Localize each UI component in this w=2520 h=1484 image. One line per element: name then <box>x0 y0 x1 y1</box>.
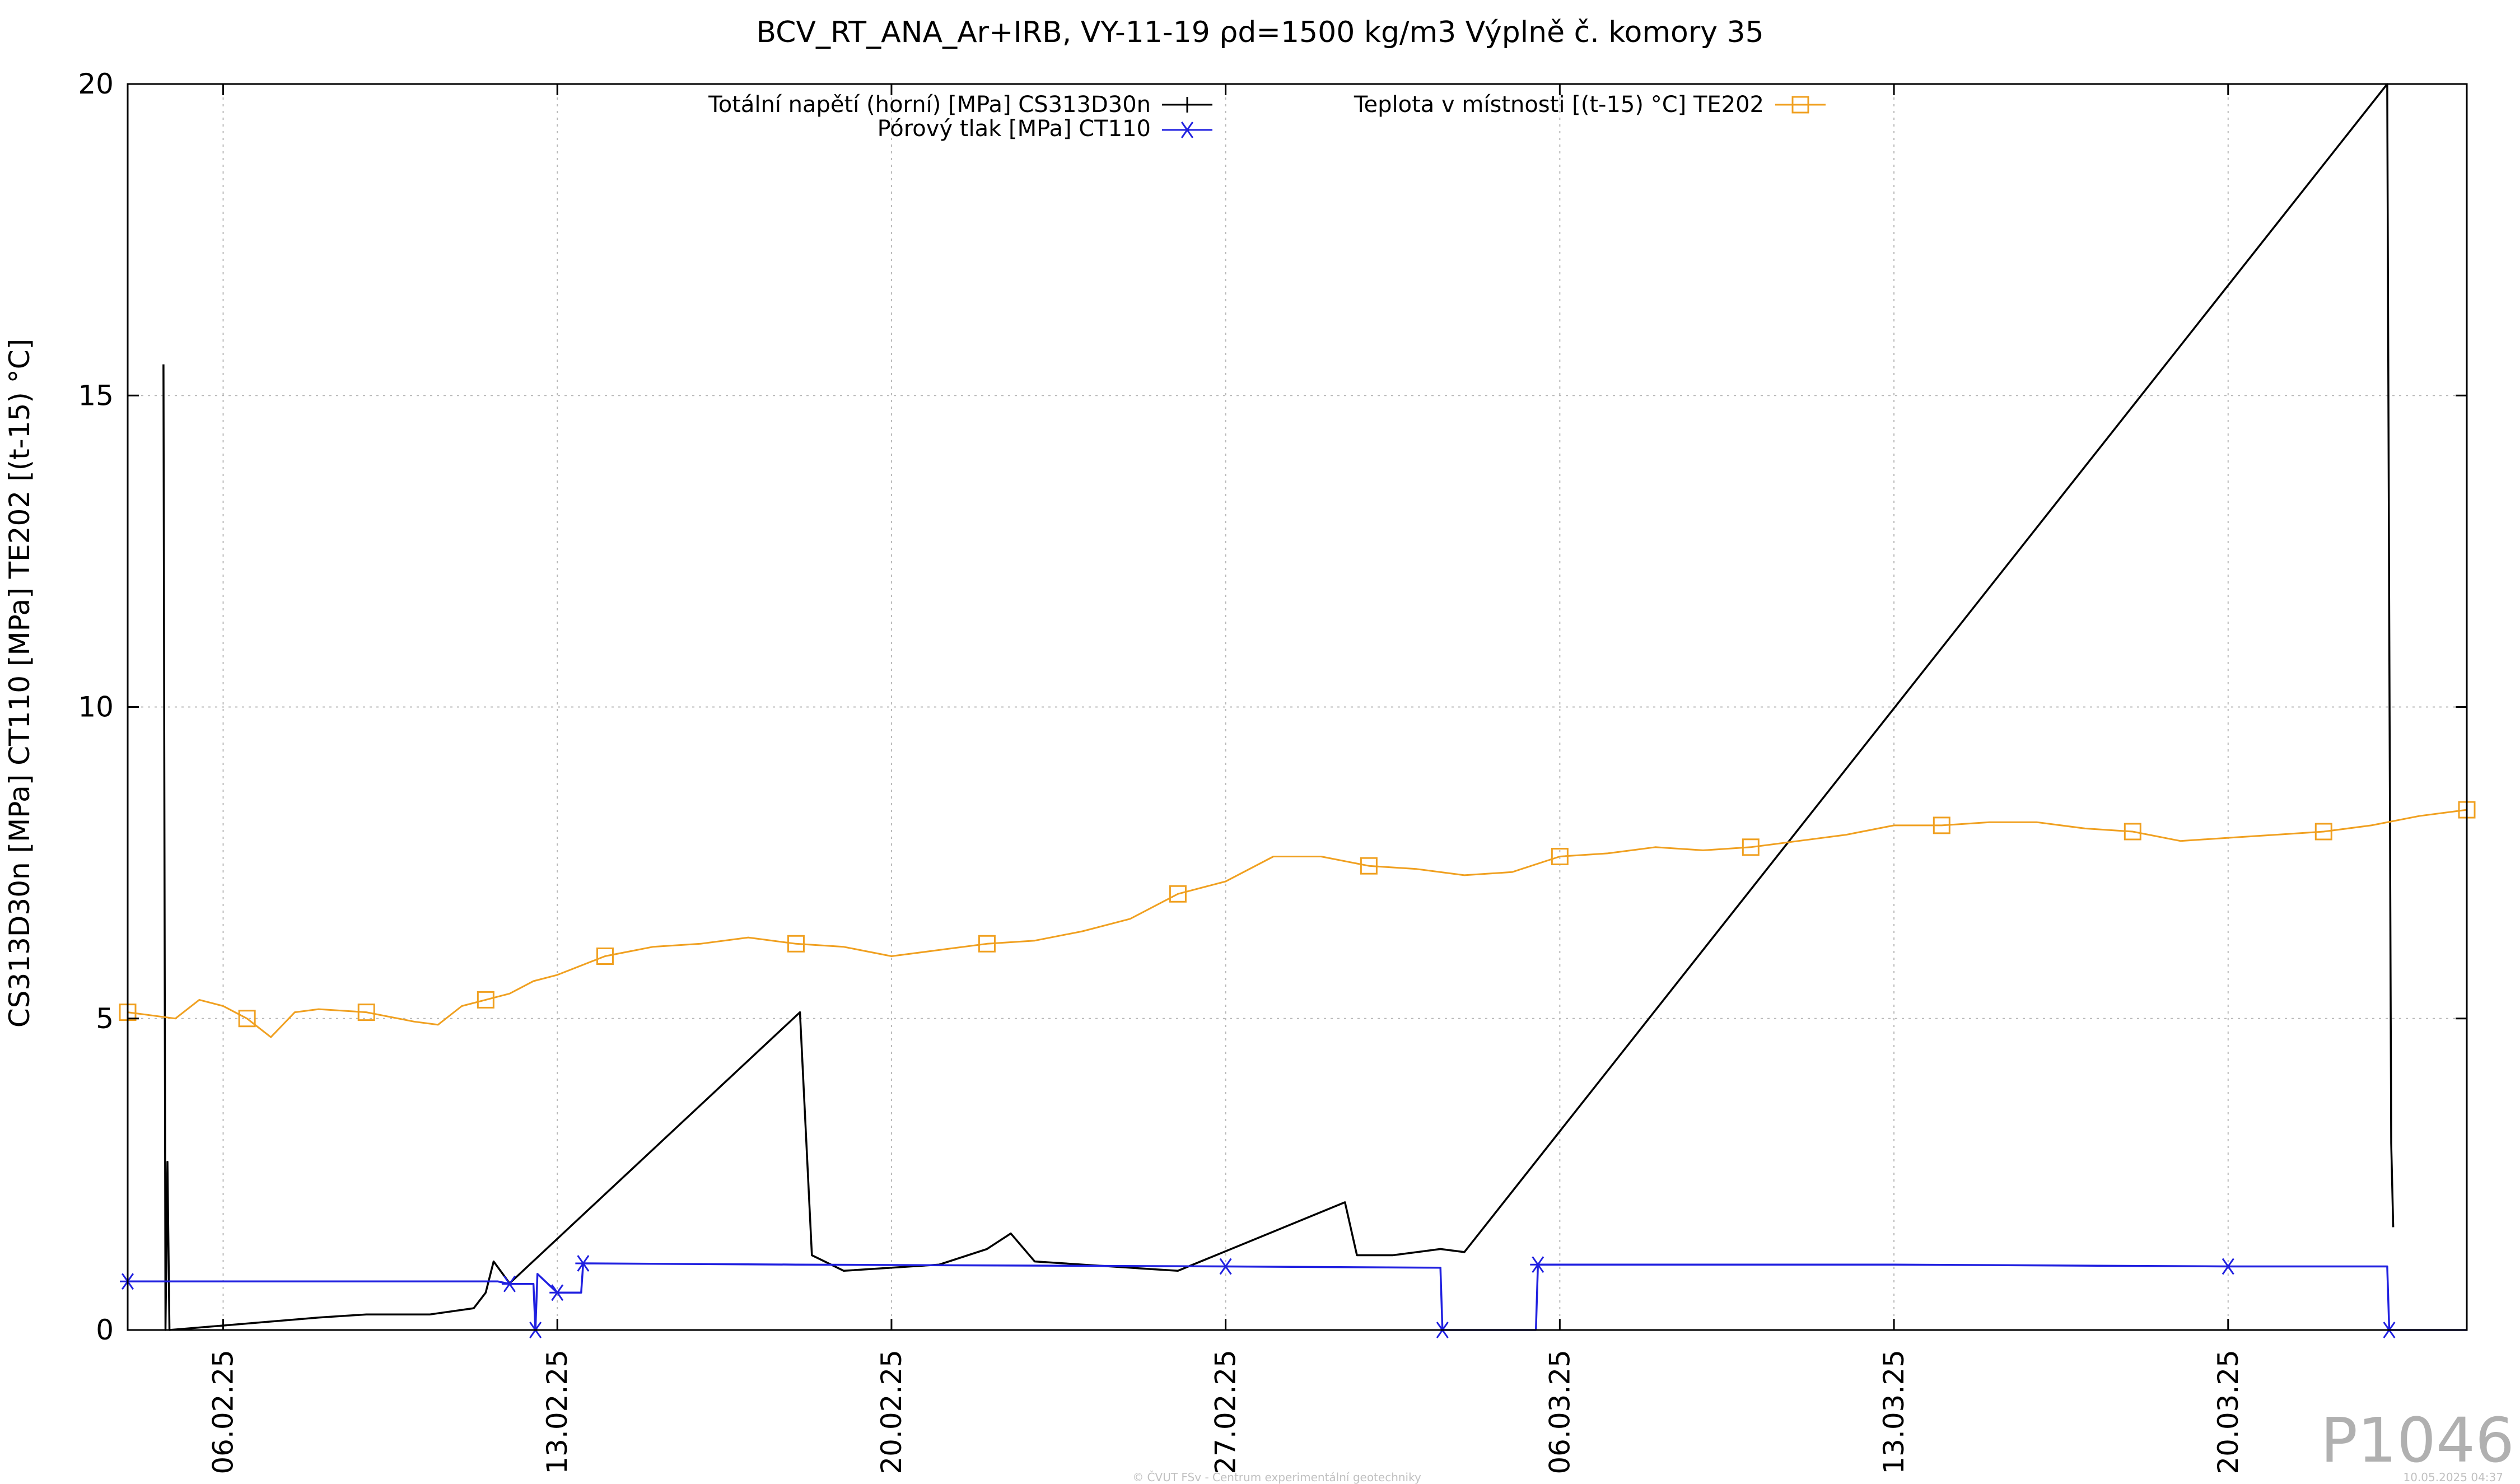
x-tick-label: 20.02.25 <box>875 1350 908 1474</box>
y-tick-label: 10 <box>78 691 114 724</box>
x-tick-label: 20.03.25 <box>2212 1350 2244 1474</box>
data-point-marker <box>1217 1258 1234 1275</box>
y-tick-label: 20 <box>78 68 114 100</box>
marker-stroke <box>1532 1256 1544 1273</box>
x-tick-label: 13.02.25 <box>541 1350 573 1474</box>
axis-ticks: 0 5 10 15 20 06.02.25 13.02.25 20.02.25 27.02.25… <box>78 68 2467 1474</box>
watermark: P1046 <box>2321 1404 2514 1476</box>
footer-timestamp: 10.05.2025 04:37 <box>2403 1471 2503 1484</box>
marker-stroke <box>551 1284 564 1301</box>
data-point-marker <box>2220 1258 2236 1275</box>
marker-stroke <box>2222 1258 2234 1275</box>
y-tick-label: 0 <box>96 1314 114 1346</box>
data-point-marker <box>1360 857 1378 875</box>
series-line <box>128 1262 2467 1331</box>
data-point-marker <box>1551 848 1569 865</box>
data-point-marker <box>2124 823 2141 841</box>
data-point-marker <box>1179 122 1195 138</box>
grid <box>128 84 2467 1330</box>
y-tick-label: 15 <box>78 379 114 412</box>
x-tick-label: 27.02.25 <box>1210 1350 1242 1474</box>
series-line <box>127 809 2467 1038</box>
marker-stroke <box>503 1275 516 1292</box>
data-point-marker <box>477 991 494 1009</box>
data-point-marker <box>549 1284 566 1301</box>
x-tick-label: 13.03.25 <box>1878 1350 1910 1474</box>
marker-stroke <box>1219 1258 1232 1275</box>
data-point-marker <box>1530 1256 1546 1273</box>
y-axis-label: CS313D30n [MPa] CT110 [MPa] TE202 [(t-15… <box>3 339 36 1028</box>
legend-item: Teplota v místnosti [(t-15) °C] TE202 <box>1354 92 1826 118</box>
data-point-marker <box>978 935 996 953</box>
marker-stroke <box>1180 122 1194 138</box>
data-point-marker <box>2314 823 2332 841</box>
series-0 <box>162 83 2395 1331</box>
legend: Totální napětí (horní) [MPa] CS313D30nPó… <box>708 92 1826 142</box>
legend-item: Pórový tlak [MPa] CT110 <box>878 116 1212 142</box>
legend-label: Pórový tlak [MPa] CT110 <box>878 116 1151 142</box>
series-line <box>162 83 2395 1331</box>
data-point-marker <box>1179 97 1195 113</box>
data-point-marker <box>575 1255 591 1272</box>
footer-copyright: © ČVUT FSv - Centrum experimentální geot… <box>1132 1471 1421 1484</box>
y-tick-label: 5 <box>96 1002 114 1035</box>
data-point-marker <box>501 1275 517 1292</box>
marker-stroke <box>577 1255 590 1272</box>
legend-label: Totální napětí (horní) [MPa] CS313D30n <box>708 92 1151 118</box>
x-tick-label: 06.02.25 <box>207 1350 239 1474</box>
data-point-marker <box>1933 816 1950 834</box>
legend-label: Teplota v místnosti [(t-15) °C] TE202 <box>1354 92 1764 118</box>
data-point-marker <box>1742 838 1760 856</box>
data-point-marker <box>357 1004 375 1021</box>
data-point-marker <box>238 1010 256 1028</box>
data-point-marker <box>1791 96 1809 114</box>
data-point-marker <box>787 935 805 953</box>
x-tick-label: 06.03.25 <box>1543 1350 1576 1474</box>
data-point-marker <box>596 948 614 965</box>
chart-title: BCV_RT_ANA_Ar+IRB, VY-11-19 ρd=1500 kg/m… <box>756 16 1763 49</box>
legend-item: Totální napětí (horní) [MPa] CS313D30n <box>708 92 1212 118</box>
data-point-marker <box>1169 885 1187 903</box>
series-2 <box>119 801 2476 1038</box>
